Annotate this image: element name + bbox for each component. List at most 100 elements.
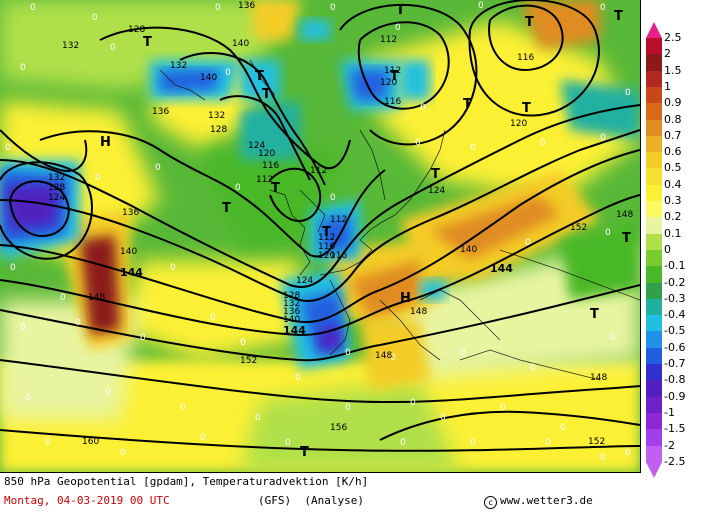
legend-label: -0.5 [664,324,686,338]
zero-label: 0 [600,133,606,143]
legend-label: -0.1 [664,259,686,273]
contour-label: 148 [410,307,427,317]
zero-label: 0 [440,413,446,423]
zero-label: 0 [45,438,51,448]
zero-label: 0 [5,143,11,153]
contour-label: 112 [318,233,335,243]
zero-label: 0 [605,228,611,238]
low-pressure-center: T [255,69,264,84]
advection-region [350,260,420,320]
contour-label: 136 [122,208,139,218]
zero-label: 0 [60,293,66,303]
legend-label: -0.8 [664,373,686,387]
legend-label: -0.2 [664,275,686,289]
advection-region [240,100,300,160]
contour-label: 132 [208,111,225,121]
contour-label: 128 [283,291,300,301]
low-pressure-center: T [322,225,331,240]
zero-label: 0 [140,333,146,343]
zero-label: 0 [20,323,26,333]
zero-label: 0 [95,173,101,183]
contour-label: 148 [590,373,607,383]
contour-line [0,129,88,172]
zero-label: 0 [560,423,566,433]
zero-label: 0 [410,398,416,408]
contour-line [9,180,70,237]
contour-label: 132 [62,41,79,51]
map-canvas: 0 0 0 0 0 0 0 0 0 0 0 0 0 0 0 0 0 0 0 0 0 0 0 0 0 0 0 0 0 0 0 0 0 0 0 0 0 0 0 0… [0,0,640,472]
legend-label: 0.6 [664,145,682,159]
advection-region [320,215,352,252]
contour-label: 148 [88,293,105,303]
low-pressure-center: T [262,87,271,102]
zero-label: 0 [25,393,31,403]
source-link[interactable]: c www.wetter3.de [484,494,593,509]
low-pressure-center: T [390,69,399,84]
contour-label: 148 [375,351,392,361]
low-pressure-center: T [590,307,599,322]
coastline [299,189,326,233]
advection-region [5,185,60,230]
zero-label: 0 [170,263,176,273]
contour-line [0,149,640,323]
advection-region [350,70,390,100]
legend-label: 1.5 [664,63,682,77]
zero-label: 0 [75,318,81,328]
contour-label: 120 [318,251,335,261]
contour-line [0,161,93,260]
legend-swatch [646,298,662,316]
model-name: (GFS) [258,494,292,507]
contour-label: 152 [588,437,605,447]
legend-label: 0.8 [664,112,682,126]
chart-title: 850 hPa Geopotential [gpdam], Temperatur… [4,475,369,488]
legend-swatch [646,54,662,72]
zero-label: 0 [600,453,606,463]
coastline [459,349,601,381]
zero-label: 0 [345,403,351,413]
zero-label: 0 [240,338,246,348]
contour-label: 140 [283,315,300,325]
contour-line [219,95,311,181]
model-label: (GFS) (Analyse) [258,494,364,507]
contour-label: 116 [517,53,534,63]
contour-line [0,194,640,337]
contour-label: 120 [510,119,527,129]
contour-label: 124 [248,141,265,151]
contour-label: 124 [296,276,313,286]
contour-line [379,410,640,441]
coastline [419,289,501,341]
zero-label: 0 [92,13,98,23]
contour-line [0,129,640,302]
zero-label: 0 [470,438,476,448]
contour-label: 112 [256,175,273,185]
contour-label: 132 [48,173,65,183]
legend-swatch [646,184,662,202]
coastline [359,129,386,201]
legend-label: 0.5 [664,161,682,175]
zero-label: 0 [540,138,546,148]
zero-label: 0 [210,313,216,323]
zero-label: 0 [395,23,401,33]
zero-label: 0 [330,3,336,13]
low-pressure-center: T [143,35,152,50]
legend-swatch [646,331,662,349]
contour-label: 120 [380,78,397,88]
contour-label: 152 [570,223,587,233]
legend-swatch [646,135,662,153]
zero-label: 0 [420,103,426,113]
legend-label: -0.3 [664,291,686,305]
zero-label: 0 [330,193,336,203]
zero-label: 0 [30,3,36,13]
legend-label: -1 [664,405,675,419]
coastline [394,129,446,216]
advection-region [400,60,430,100]
contour-line [0,359,640,404]
legend-label: -2 [664,438,675,452]
contour-label: 144 [490,262,513,275]
coastline [329,279,351,356]
coastline [499,249,640,301]
contour-label: 128 [48,183,65,193]
advection-region [300,20,330,40]
source-text: www.wetter3.de [500,494,593,507]
zero-label: 0 [345,348,351,358]
